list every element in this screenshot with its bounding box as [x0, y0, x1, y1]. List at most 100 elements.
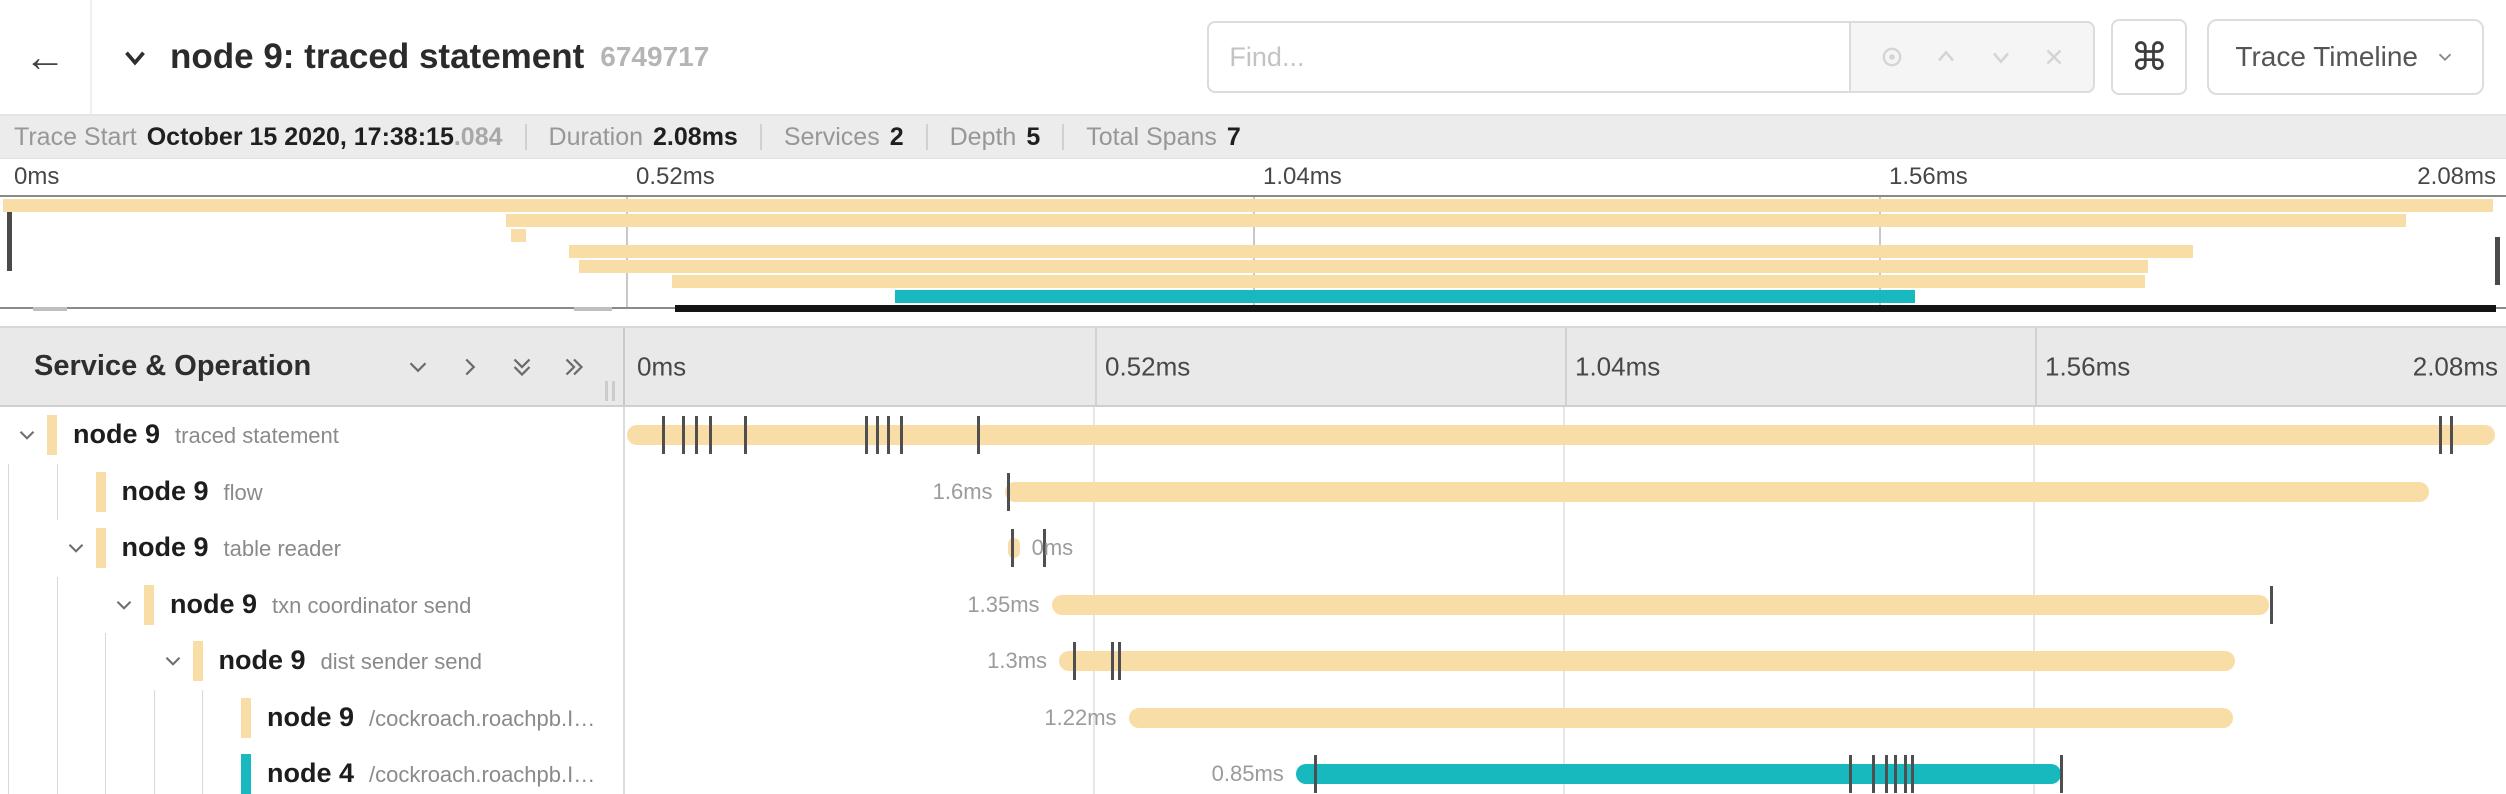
column-resize-grip[interactable] [605, 381, 615, 401]
span-name-cell[interactable]: node 9 txn coordinator send [0, 576, 625, 633]
span-log-marker[interactable] [900, 416, 904, 454]
axis-gridline [1565, 328, 1567, 405]
expand-one-chevron-right-icon[interactable] [455, 352, 485, 382]
span-row[interactable]: node 9 table reader 0ms [0, 520, 2506, 577]
clear-search-close-icon[interactable] [2041, 44, 2067, 70]
span-duration-bar[interactable] [626, 425, 2495, 445]
span-name-cell[interactable]: node 9 dist sender send [0, 633, 625, 690]
span-collapse-chevron-down-icon[interactable] [111, 592, 137, 618]
operation-name: table reader [223, 536, 341, 562]
span-name: node 9 dist sender send [219, 645, 482, 676]
collapse-trace-chevron[interactable] [118, 40, 152, 74]
span-log-marker[interactable] [1007, 472, 1011, 511]
trace-view-dropdown[interactable]: Trace Timeline [2207, 19, 2484, 95]
span-duration-label: 1.6ms [932, 478, 993, 504]
span-log-marker[interactable] [1894, 755, 1898, 793]
span-log-marker[interactable] [1313, 755, 1317, 793]
span-timeline-cell[interactable]: 0ms [625, 520, 2506, 577]
span-log-marker[interactable] [1884, 755, 1888, 793]
span-row[interactable]: node 4/cockroach.roachpb.I… 0.85ms [0, 746, 2506, 794]
span-name: node 9 traced statement [73, 419, 339, 450]
span-name: node 9 flow [122, 476, 263, 507]
span-name-cell[interactable]: node 4/cockroach.roachpb.I… [0, 746, 625, 794]
span-name: node 9 txn coordinator send [170, 589, 471, 620]
span-duration-bar[interactable] [1295, 764, 2061, 784]
span-log-marker[interactable] [682, 416, 686, 454]
span-row[interactable]: node 9 dist sender send 1.3ms [0, 633, 2506, 690]
span-log-marker[interactable] [875, 416, 879, 454]
minimap-tick-label: 0.52ms [636, 163, 715, 190]
span-log-marker[interactable] [977, 416, 981, 454]
span-log-marker[interactable] [2450, 416, 2454, 454]
timeline-axis: 0ms 0.52ms 1.04ms 1.56ms 2.08ms [625, 328, 2506, 405]
span-log-marker[interactable] [708, 416, 712, 454]
span-timeline-cell[interactable]: 1.6ms [625, 464, 2506, 521]
span-row[interactable]: node 9 txn coordinator send 1.35ms [0, 576, 2506, 634]
span-name-cell[interactable]: node 9 traced statement [0, 407, 625, 464]
span-duration-label: 0ms [1031, 535, 1074, 561]
service-name: node 9 [121, 475, 209, 506]
summary-value-fraction: .084 [453, 122, 503, 151]
span-log-marker[interactable] [887, 416, 891, 454]
minimap-left-scrubber[interactable] [7, 199, 12, 271]
span-duration-bar[interactable] [1128, 707, 2234, 728]
span-log-marker[interactable] [1849, 755, 1853, 793]
span-log-marker[interactable] [1903, 755, 1907, 793]
chevron-down-icon [2438, 53, 2452, 62]
span-collapse-chevron-down-icon[interactable] [160, 648, 186, 674]
span-log-marker[interactable] [1118, 642, 1122, 680]
summary-value: 5 [1026, 122, 1041, 151]
minimap-right-scrubber[interactable] [2495, 237, 2500, 285]
indent-guide [105, 746, 106, 794]
span-row[interactable]: node 9/cockroach.roachpb.I… 1.22ms [0, 689, 2506, 747]
span-duration-bar[interactable] [1004, 481, 2429, 502]
prev-match-chevron-up-icon[interactable] [1932, 43, 1960, 71]
minimap-tick-label: 1.04ms [1263, 163, 1342, 190]
span-name-cell[interactable]: node 9 flow [0, 463, 625, 520]
find-input[interactable] [1207, 21, 1850, 93]
span-name-cell[interactable]: node 9 table reader [0, 520, 625, 577]
span-log-marker[interactable] [1871, 755, 1875, 793]
span-log-marker[interactable] [1043, 529, 1047, 567]
span-log-marker[interactable] [744, 416, 748, 454]
span-log-marker[interactable] [2439, 416, 2443, 454]
span-log-marker[interactable] [864, 416, 868, 454]
collapse-all-double-chevron-down-icon[interactable] [507, 352, 537, 382]
back-button[interactable]: ← [0, 0, 92, 114]
span-duration-bar[interactable] [1051, 594, 2270, 615]
span-log-marker[interactable] [661, 416, 665, 454]
minimap-scrollbar-thumb[interactable] [675, 305, 2496, 312]
keyboard-shortcuts-button[interactable]: ⌘ [2111, 19, 2188, 95]
span-name-cell[interactable]: node 9/cockroach.roachpb.I… [0, 689, 625, 746]
span-timeline-cell[interactable]: 1.3ms [625, 633, 2506, 690]
collapse-one-chevron-down-icon[interactable] [403, 352, 433, 382]
target-icon[interactable] [1878, 43, 1906, 71]
span-row[interactable]: node 9 traced statement [0, 407, 2506, 464]
span-log-marker[interactable] [2270, 585, 2273, 624]
span-duration-bar[interactable] [1059, 651, 2236, 671]
span-log-marker[interactable] [1011, 529, 1015, 567]
span-timeline-cell[interactable]: 1.35ms [625, 577, 2506, 634]
service-color-swatch [192, 641, 203, 681]
span-timeline-cell[interactable]: 0.85ms [625, 746, 2506, 794]
minimap-canvas[interactable] [0, 195, 2506, 309]
span-row[interactable]: node 9 flow 1.6ms [0, 463, 2506, 521]
expand-all-double-chevron-right-icon[interactable] [559, 352, 589, 382]
span-log-marker[interactable] [2059, 755, 2063, 793]
indent-guide [56, 689, 58, 746]
span-log-marker[interactable] [1911, 755, 1915, 793]
span-log-marker[interactable] [1073, 642, 1077, 680]
span-collapse-chevron-down-icon[interactable] [63, 535, 89, 561]
span-timeline-cell[interactable]: 1.22ms [625, 690, 2506, 747]
span-log-marker[interactable] [695, 416, 699, 454]
span-collapse-chevron-down-icon[interactable] [14, 422, 40, 448]
column-divider[interactable] [623, 407, 625, 794]
summary-total-spans: Total Spans 7 [1086, 123, 1241, 152]
span-log-marker[interactable] [1110, 642, 1114, 680]
chevron-down-icon [125, 51, 145, 66]
minimap-span-bar [568, 244, 2193, 258]
span-timeline-cell[interactable] [625, 407, 2506, 464]
next-match-chevron-down-icon[interactable] [1987, 43, 2015, 71]
service-color-swatch [47, 415, 57, 455]
